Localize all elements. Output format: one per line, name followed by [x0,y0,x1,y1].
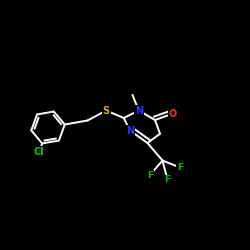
Text: F: F [164,176,170,184]
Text: F: F [147,170,153,179]
Text: N: N [135,106,143,116]
Text: Cl: Cl [34,147,44,157]
Text: F: F [177,163,183,172]
Text: O: O [168,109,176,119]
Text: S: S [103,106,110,116]
Text: N: N [126,126,134,136]
